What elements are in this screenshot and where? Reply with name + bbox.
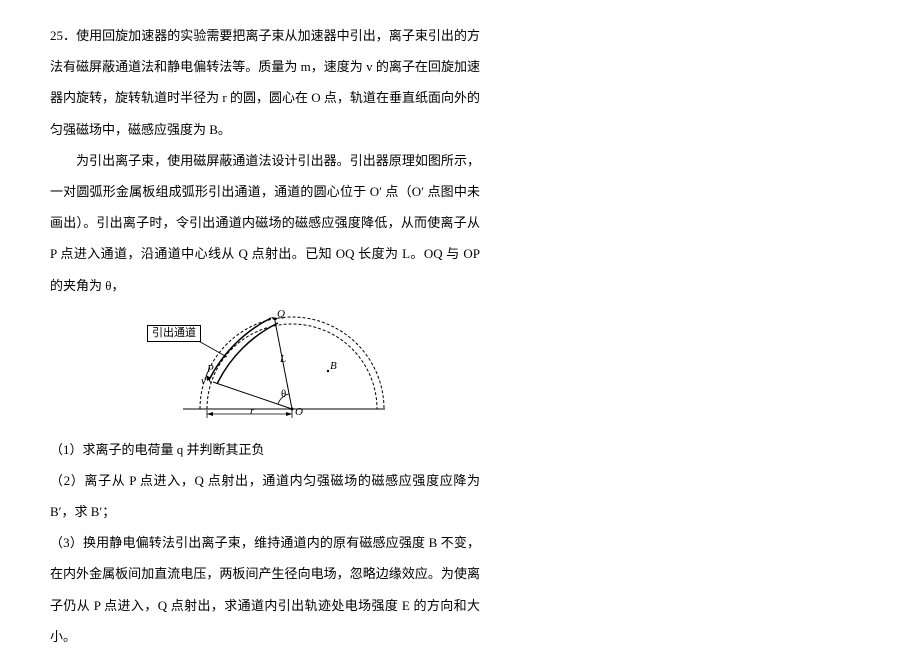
para1-text: 使用回旋加速器的实验需要把离子束从加速器中引出，离子束引出的方法有磁屏蔽通道法和… [50,28,480,137]
sub-question-3: （3）换用静电偏转法引出离子束，维持通道内的原有磁感应强度 B 不变，在内外金属… [50,527,480,652]
label-P: P [207,364,214,375]
sub-question-1: （1）求离子的电荷量 q 并判断其正负 [50,434,480,465]
label-L: L [280,354,286,365]
document-body: 25．使用回旋加速器的实验需要把离子束从加速器中引出，离子束引出的方法有磁屏蔽通… [50,20,480,652]
label-O: O [295,407,303,418]
paragraph-1: 25．使用回旋加速器的实验需要把离子束从加速器中引出，离子束引出的方法有磁屏蔽通… [50,20,480,145]
label-B: B [330,361,337,372]
diagram: 引出通道 Q P O L r θ B v [145,309,385,424]
question-number: 25． [50,28,76,43]
label-Q: Q [277,309,285,320]
label-theta: θ [281,389,286,400]
figure-container: 引出通道 Q P O L r θ B v [50,301,480,434]
label-v: v [201,376,206,387]
paragraph-2: 为引出离子束，使用磁屏蔽通道法设计引出器。引出器原理如图所示，一对圆弧形金属板组… [50,145,480,301]
sub-question-2: （2）离子从 P 点进入，Q 点射出，通道内匀强磁场的磁感应强度应降为 B′，求… [50,465,480,527]
label-r: r [250,406,254,417]
channel-label-box: 引出通道 [147,325,201,342]
